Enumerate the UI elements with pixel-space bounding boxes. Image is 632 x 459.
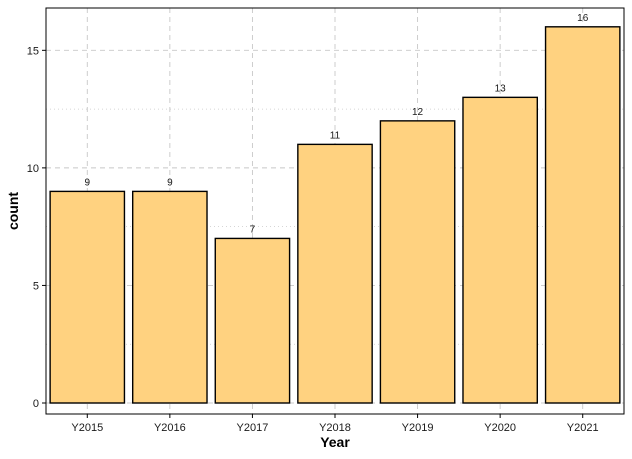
x-axis-title: Year: [320, 434, 350, 450]
y-axis-title: count: [5, 192, 21, 230]
x-tick-label: Y2015: [71, 422, 103, 434]
bars: 9 9 7 11 12 13 16: [49, 13, 621, 404]
x-tick-label: Y2020: [484, 422, 516, 434]
x-tick-label: Y2016: [154, 422, 186, 434]
data-label: 9: [167, 177, 173, 188]
bar-y2018: [297, 143, 373, 404]
axes: 0 5 10 15 Y2015 Y2016 Y2017 Y2018 Y2019 Y2020 Y202…: [27, 45, 599, 434]
x-tick-label: Y2019: [402, 422, 434, 434]
bar-y2015: [49, 190, 126, 404]
data-label: 7: [250, 224, 256, 235]
data-label: 13: [495, 83, 507, 94]
y-tick-label: 5: [33, 280, 39, 292]
y-tick-label: 15: [27, 45, 39, 57]
bar-y2021: [544, 26, 621, 404]
x-tick-label: Y2017: [237, 422, 269, 434]
x-tick-label: Y2021: [567, 422, 599, 434]
data-label: 9: [85, 177, 91, 188]
data-label: 11: [330, 130, 341, 141]
bar-y2020: [462, 96, 539, 404]
y-tick-label: 10: [27, 163, 39, 175]
data-label: 12: [412, 107, 424, 118]
bar-y2017: [214, 237, 291, 404]
data-label: 16: [577, 13, 589, 24]
bar-y2016: [131, 190, 208, 404]
x-tick-label: Y2018: [319, 422, 351, 434]
bar-y2019: [379, 120, 456, 404]
y-tick-label: 0: [33, 398, 39, 410]
